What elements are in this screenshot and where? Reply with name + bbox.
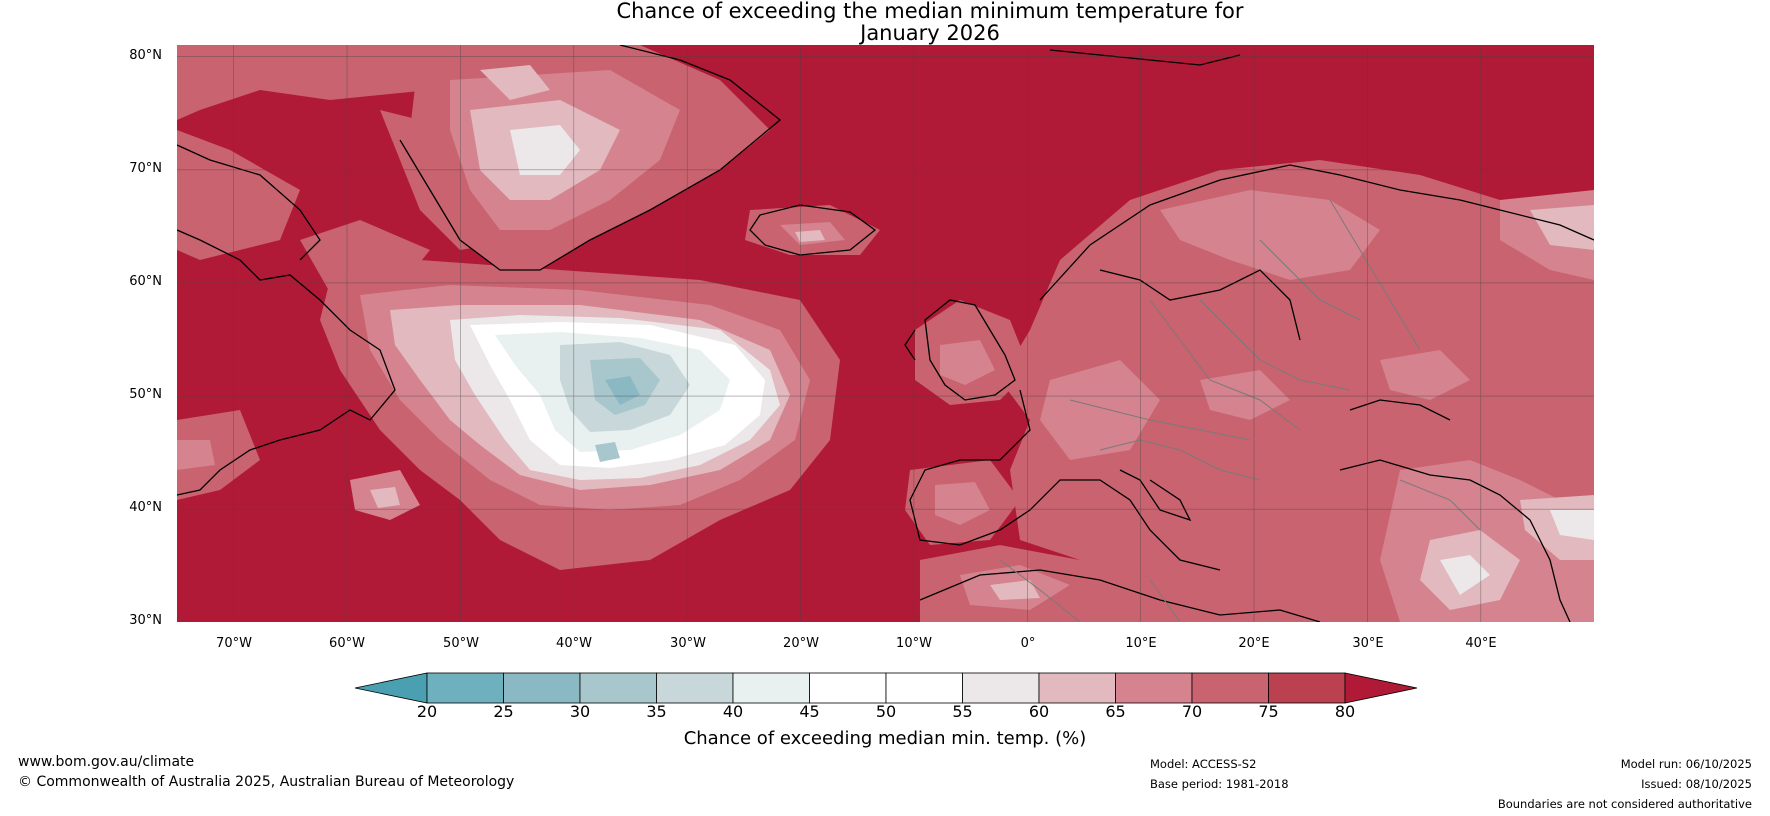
colorbar-tick-label: 40 [722, 702, 744, 721]
colorbar-tick-label: 35 [646, 702, 667, 721]
latitude-label-80n: 80°N [129, 48, 162, 63]
longitude-label-20w: 20°W [783, 636, 819, 651]
longitude-label-10w: 10°W [896, 636, 932, 651]
colorbar-tick-label: 65 [1105, 702, 1126, 721]
colorbar-segment [732, 672, 810, 704]
colorbar-tick-label: 50 [875, 702, 897, 721]
latitude-label-50n: 50°N [129, 387, 162, 402]
colorbar-segment [426, 672, 504, 704]
colorbar-tick-label: 75 [1258, 702, 1279, 721]
longitude-label-60w: 60°W [329, 636, 365, 651]
longitude-label-30e: 30°E [1352, 636, 1384, 651]
footer-copyright: © Commonwealth of Australia 2025, Austra… [18, 774, 515, 790]
colorbar-segment [1268, 672, 1346, 704]
latitude-label-70n: 70°N [129, 161, 162, 176]
country-borders [999, 199, 1481, 622]
footer-base-period: Base period: 1981-2018 [1150, 777, 1289, 791]
colorbar-tick-label: 45 [799, 702, 820, 721]
footer-model: Model: ACCESS-S2 [1150, 757, 1257, 771]
colorbar-segment [962, 672, 1040, 704]
latitude-label-60n: 60°N [129, 274, 162, 289]
colorbar-segment [1038, 672, 1116, 704]
colorbar-tick-label: 55 [952, 702, 973, 721]
colorbar-tick-label: 60 [1028, 702, 1050, 721]
colorbar-label: Chance of exceeding median min. temp. (%… [683, 728, 1087, 749]
map-title-line2: January 2026 [860, 21, 1000, 45]
longitude-label-30w: 30°W [670, 636, 706, 651]
colorbar-segment [1115, 672, 1193, 704]
longitude-label-20e: 20°E [1238, 636, 1270, 651]
footer-disclaimer: Boundaries are not considered authoritat… [1497, 797, 1752, 811]
longitude-label-40e: 40°E [1465, 636, 1497, 651]
map-title-line1: Chance of exceeding the median minimum t… [616, 0, 1244, 23]
latitude-label-40n: 40°N [129, 500, 162, 515]
colorbar-tick-label: 80 [1334, 702, 1356, 721]
colorbar-segment [885, 672, 963, 704]
footer-issued: Issued: 08/10/2025 [1641, 777, 1752, 791]
coastlines [177, 45, 1594, 622]
footer-model-run: Model run: 06/10/2025 [1620, 757, 1752, 771]
colorbar-segment [656, 672, 734, 704]
colorbar-extend-high [1344, 672, 1418, 704]
colorbar-tick-label: 20 [416, 702, 438, 721]
latitude-label-30n: 30°N [129, 613, 162, 628]
colorbar-segment [579, 672, 657, 704]
colorbar-tick-label: 25 [493, 702, 514, 721]
longitude-label-70w: 70°W [216, 636, 252, 651]
colorbar-segment [503, 672, 581, 704]
colorbar-extend-low [354, 672, 428, 704]
longitude-label-50w: 50°W [443, 636, 479, 651]
longitude-label-0: 0° [1020, 636, 1036, 651]
longitude-label-10e: 10°E [1125, 636, 1157, 651]
colorbar-tick-label: 70 [1181, 702, 1203, 721]
probability-field-greenland [410, 45, 770, 270]
longitude-label-40w: 40°W [556, 636, 592, 651]
probability-field-iceland [745, 205, 880, 255]
colorbar [354, 672, 1418, 704]
footer-website: www.bom.gov.au/climate [18, 754, 195, 770]
colorbar-segment [1191, 672, 1269, 704]
colorbar-tick-label: 30 [569, 702, 591, 721]
probability-field-atlantic [177, 260, 840, 570]
graticule [177, 45, 1594, 622]
probability-field-europe [905, 160, 1594, 622]
colorbar-segment [809, 672, 887, 704]
map-area [177, 45, 1594, 622]
